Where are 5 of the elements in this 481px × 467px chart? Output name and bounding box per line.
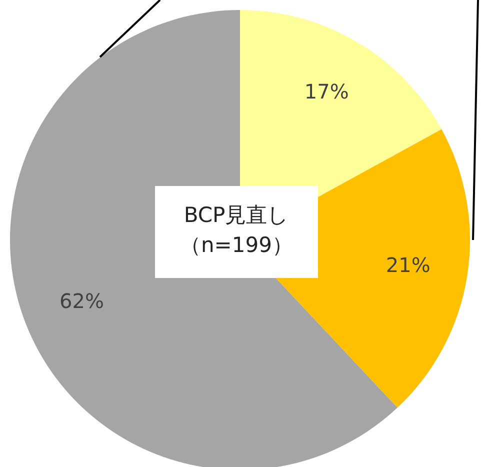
data-label: 17% [304, 80, 349, 104]
data-label: 21% [386, 252, 430, 277]
text: （n=199） [179, 232, 294, 259]
text: BCP見直し [182, 202, 290, 229]
data-label: 62% [60, 288, 104, 313]
